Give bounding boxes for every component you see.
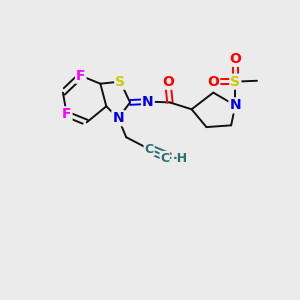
Text: F: F: [76, 69, 86, 83]
Text: N: N: [230, 98, 241, 112]
Text: N: N: [112, 111, 124, 125]
Text: O: O: [207, 75, 219, 88]
Text: O: O: [162, 75, 174, 88]
Text: ·H: ·H: [172, 152, 188, 164]
Text: N: N: [142, 94, 154, 109]
Text: S: S: [115, 75, 125, 88]
Text: C: C: [160, 152, 169, 164]
Text: C: C: [145, 142, 154, 156]
Text: O: O: [230, 52, 241, 66]
Text: S: S: [230, 75, 240, 88]
Text: F: F: [62, 107, 71, 121]
